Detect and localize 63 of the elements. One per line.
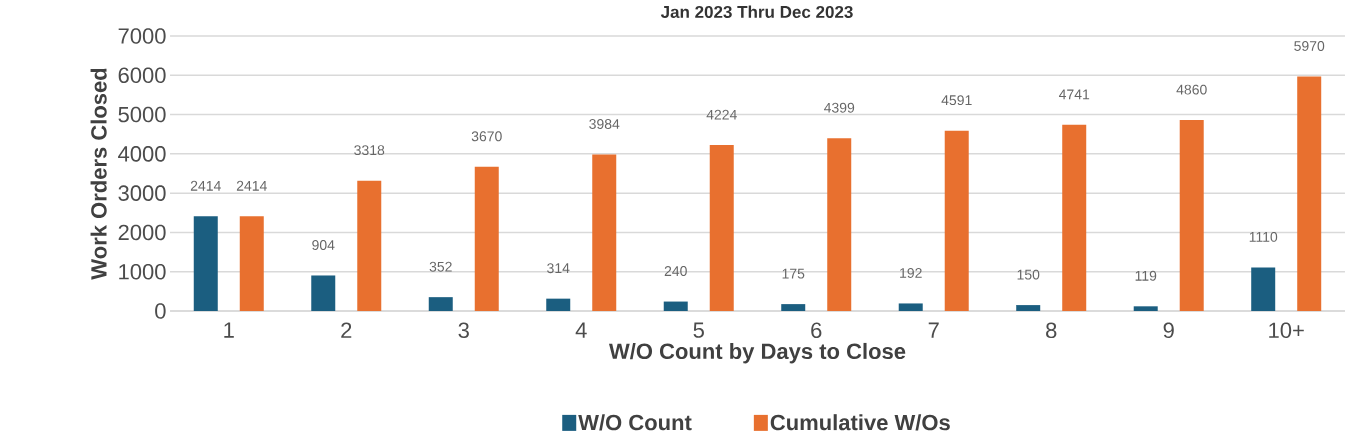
y-tick-label: 0 [155,303,166,319]
bar [357,180,382,311]
y-axis-title: Work Orders Closed [90,68,107,280]
x-tick-label: 6 [811,322,822,339]
y-tick-label: 2000 [118,224,166,241]
data-label: 4224 [706,109,737,120]
y-tick-label: 3000 [118,185,166,201]
bar [709,145,734,311]
data-label: 4591 [941,95,972,106]
y-tick-label: 5000 [118,106,166,123]
bar [781,304,806,311]
y-tick-label: 6000 [118,67,166,84]
bar [827,138,852,311]
x-tick-label: 8 [1046,322,1057,339]
x-tick-label: 4 [575,322,587,338]
bar [1179,120,1204,311]
y-tick-label: 1000 [119,263,166,280]
bar [1251,267,1276,311]
bar [1297,76,1322,311]
x-tick-label: 5 [693,322,704,338]
data-label: 5970 [1294,41,1325,51]
bar [898,303,923,311]
bar [944,130,969,311]
data-label: 3984 [589,119,620,129]
data-label: 2414 [236,180,267,191]
bar [1016,305,1041,311]
x-tick-label: 9 [1163,322,1174,339]
bar [311,275,336,311]
data-label: 904 [312,240,335,250]
legend-label: W/O Count [578,414,692,431]
data-label: 150 [1017,269,1040,280]
x-tick-label: 1 [224,322,234,338]
data-label: 192 [900,268,922,278]
bar [546,298,571,311]
bar [592,154,617,311]
data-label: 314 [547,263,570,274]
data-label: 175 [782,268,805,279]
chart-title: Jan 2023 Thru Dec 2023 [660,5,853,19]
bar [1133,306,1158,311]
data-label: 4860 [1176,84,1207,95]
x-tick-label: 7 [928,322,939,338]
y-tick-label: 4000 [118,146,166,162]
data-label: 1110 [1249,231,1278,242]
bar [239,216,264,311]
x-tick-label: 3 [458,322,469,339]
data-label: 3670 [471,131,502,142]
data-label: 3318 [354,145,385,156]
x-axis-title: W/O Count by Days to Close [608,342,906,364]
x-tick-label: 10+ [1269,322,1304,339]
y-tick-label: 7000 [118,28,166,44]
data-label: 352 [429,261,452,272]
data-label: 2414 [190,180,221,191]
legend-label: Cumulative W/Os [770,414,950,431]
data-label: 119 [1135,270,1157,281]
data-label: 240 [664,266,687,277]
bar [474,166,499,311]
data-label: 4399 [823,102,855,113]
bar [663,301,688,311]
data-label: 4741 [1058,89,1090,100]
bar [428,297,453,311]
bar [193,216,218,311]
x-tick-label: 2 [341,322,352,338]
bar [1062,124,1087,311]
